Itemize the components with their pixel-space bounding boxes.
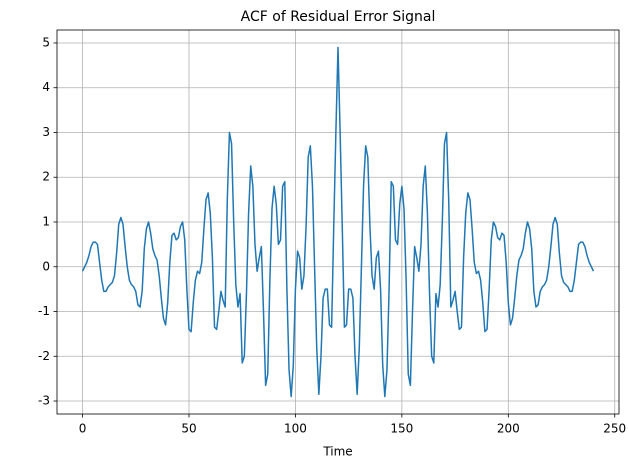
y-tick-label: 3 <box>42 125 50 139</box>
line-series <box>81 46 595 398</box>
y-tick-label: -1 <box>38 304 50 318</box>
x-tick-label: 250 <box>603 422 626 436</box>
y-tick-label: -2 <box>38 349 50 363</box>
y-tick-label: -3 <box>38 394 50 408</box>
plot-frame <box>56 29 620 415</box>
x-tick-label: 100 <box>284 422 307 436</box>
y-tick-label: 0 <box>42 259 50 273</box>
x-tick-label: 200 <box>497 422 520 436</box>
y-tick-label: 2 <box>42 170 50 184</box>
x-tick-label: 50 <box>181 422 196 436</box>
x-tick-label: 0 <box>79 422 87 436</box>
y-tick-label: 1 <box>42 215 50 229</box>
x-tick-label: 150 <box>390 422 413 436</box>
y-tick-label: 4 <box>42 80 50 94</box>
chart-title: ACF of Residual Error Signal <box>241 9 436 25</box>
x-axis-label: Time <box>322 445 352 459</box>
y-tick-label: 5 <box>42 35 50 49</box>
